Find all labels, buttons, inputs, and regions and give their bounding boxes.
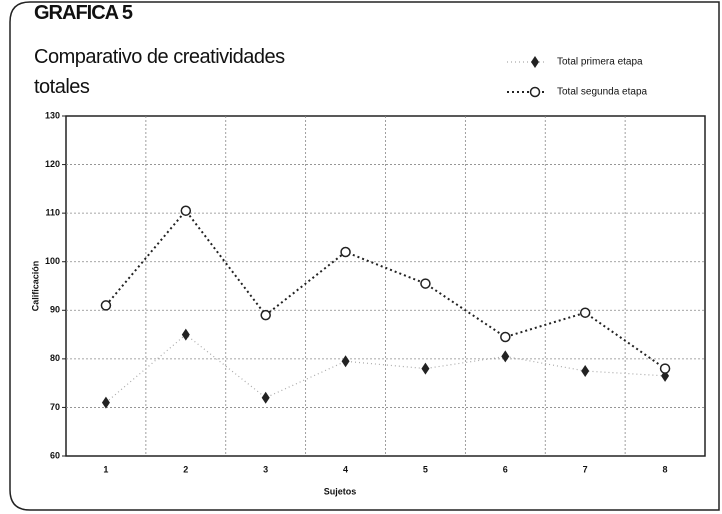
x-tick-label: 1 [103,464,108,474]
y-tick-label: 70 [50,402,60,412]
legend-label: Total segunda etapa [557,87,648,98]
frame [9,1,720,511]
x-tick-label: 2 [183,464,188,474]
x-tick-label: 5 [423,464,428,474]
y-tick-label: 90 [50,305,60,315]
point [500,331,511,343]
point [501,350,510,363]
point [581,365,590,377]
x-tick-label: 4 [343,464,348,474]
point [659,363,671,374]
y-tick-label: 130 [45,110,60,120]
y-tick-label: 60 [50,450,60,460]
x-tick-label: 7 [583,464,588,474]
point [421,362,430,375]
point [579,307,591,318]
x-tick-label: 6 [503,464,508,474]
y-tick-label: 110 [45,208,60,218]
point [340,246,351,258]
y-tick-label: 80 [50,353,60,363]
heading: GRAFICA 5 [34,2,133,24]
series-line [105,209,666,370]
x-tick-label: 8 [663,464,668,474]
y-axis-label: Calificación [30,261,40,312]
point [529,86,541,98]
point [181,328,190,341]
x-tick-label: 3 [263,464,268,474]
point [180,205,192,216]
point [420,278,431,289]
chart-title: Comparativo de creatividades totales [34,46,285,98]
point [101,396,110,409]
x-axis-label: Sujetos [324,486,357,496]
point [260,309,271,321]
point [100,300,112,311]
point [531,56,539,68]
y-tick-label: 120 [45,159,60,169]
y-tick-label: 100 [45,256,60,266]
point [261,391,270,404]
point [341,355,350,368]
legend-label: Total primera etapa [557,57,643,68]
